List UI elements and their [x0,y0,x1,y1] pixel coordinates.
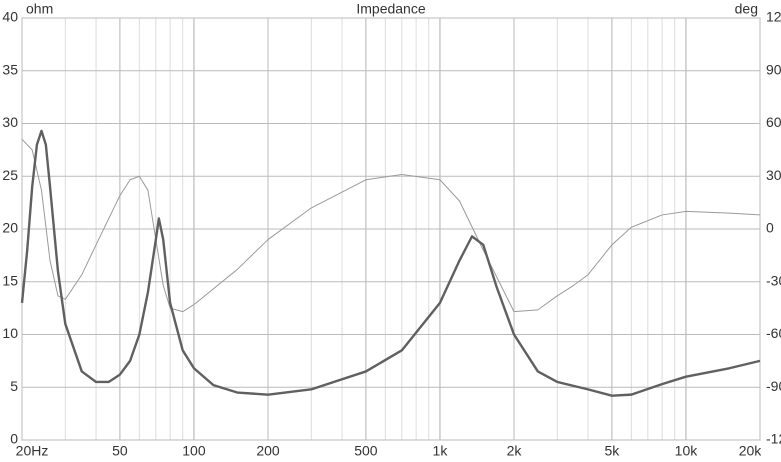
x-tick-label: 20k [739,443,763,459]
x-tick-label: 20Hz [16,443,49,459]
y2-tick-label: -120 [766,431,781,447]
y2-tick-label: -90 [766,378,781,394]
y-tick-label: 15 [2,272,18,288]
x-tick-label: 1k [433,443,449,459]
series-line [21,138,761,313]
y-tick-label: 30 [2,114,18,130]
y2-tick-label: 120 [766,9,781,25]
y-tick-label: 20 [2,220,18,236]
y-tick-label: 35 [2,61,18,77]
x-tick-label: 2k [507,443,523,459]
y-tick-label: 25 [2,167,18,183]
y2-tick-label: -30 [766,272,781,288]
x-tick-label: 5k [604,443,620,459]
y-tick-label: 5 [10,378,18,394]
y-tick-label: 10 [2,325,18,341]
x-tick-label: 500 [354,443,378,459]
y2-tick-label: 60 [766,114,781,130]
y2-tick-label: 0 [766,220,774,236]
series-line [20,129,761,397]
y2-axis-unit: deg [735,1,758,17]
x-tick-label: 200 [256,443,280,459]
y-axis-unit: ohm [26,1,53,17]
y2-tick-label: 90 [766,61,781,77]
y-tick-label: 0 [10,431,18,447]
y-tick-label: 40 [2,9,18,25]
x-tick-label: 10k [675,443,699,459]
y2-tick-label: 30 [766,167,781,183]
x-tick-label: 100 [182,443,206,459]
y2-tick-label: -60 [766,325,781,341]
x-tick-label: 50 [112,443,128,459]
chart-title: Impedance [356,1,425,17]
